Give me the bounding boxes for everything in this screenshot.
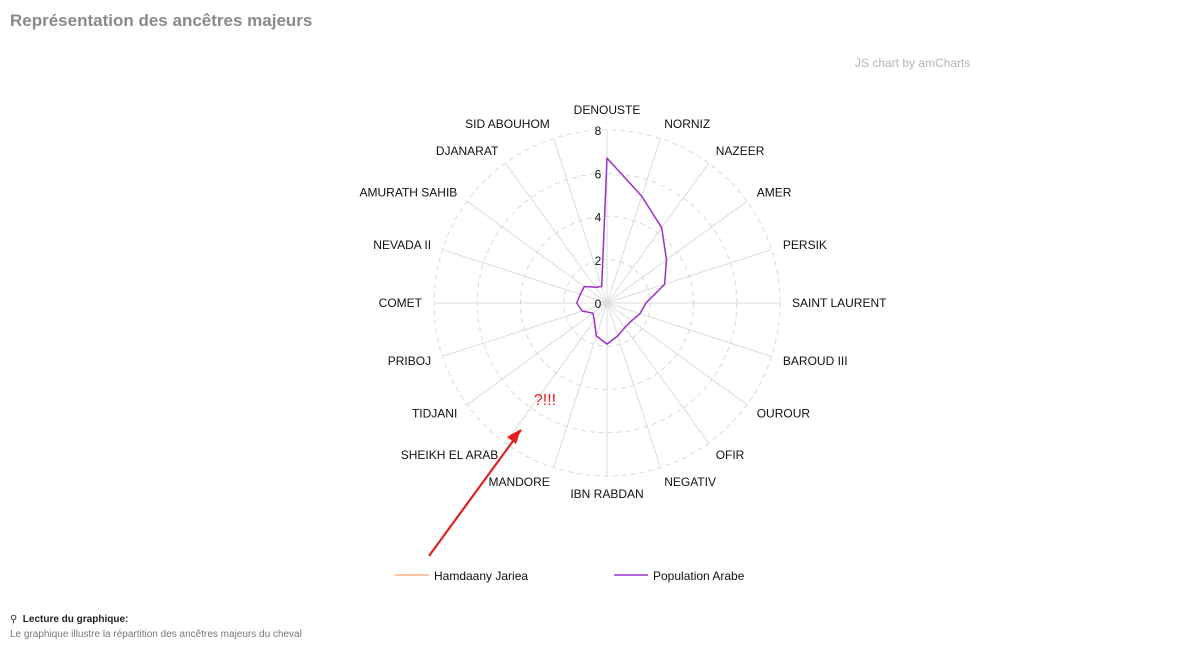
category-label: SHEIKH EL ARAB [401,448,499,462]
grid-spoke [466,200,608,304]
category-label: NEGATIV [664,475,716,489]
category-label: AMER [757,186,792,200]
category-label: MANDORE [488,475,549,489]
grid-spoke [442,249,608,304]
category-label: NAZEER [716,144,765,158]
grid-spoke [606,138,661,304]
legend-item[interactable]: Population Arabe [614,569,745,583]
grid-spoke [606,302,710,444]
radial-tick-label: 6 [595,167,602,181]
lecture-heading: ⚲ Lecture du graphique: [10,614,128,625]
radial-tick-label: 4 [595,211,602,225]
chart-credit-link[interactable]: JS chart by amCharts [855,56,971,70]
grid-spoke [606,249,772,304]
category-label: DENOUSTE [574,103,641,117]
category-label: OFIR [716,448,745,462]
lightbulb-icon: ⚲ [10,614,18,625]
category-label: PERSIK [783,238,827,252]
legend-label: Population Arabe [653,569,745,583]
grid-spoke [442,302,608,357]
grid-spoke [504,302,608,444]
annotation-arrowhead [507,429,521,444]
grid-spoke [606,162,710,304]
grid-spoke [553,302,608,468]
grid-spoke [553,138,608,304]
annotation-arrow [428,429,522,557]
category-label: BAROUD III [783,354,848,368]
radial-tick-label: 0 [595,297,602,311]
page-title: Représentation des ancêtres majeurs [10,11,313,30]
category-label: TIDJANI [412,407,457,421]
category-label: NORNIZ [664,117,710,131]
legend-item[interactable]: Hamdaany Jariea [395,569,528,583]
grid-spoke [504,162,608,304]
grid-spoke [606,302,748,406]
lecture-title: Lecture du graphique: [22,614,129,625]
grid-spoke [606,200,748,304]
legend-label: Hamdaany Jariea [434,569,528,583]
grid-spoke [606,302,772,357]
series-line[interactable] [575,157,668,345]
radial-tick-label: 2 [595,254,602,268]
lecture-text: Le graphique illustre la répartition des… [10,629,302,640]
grid-spoke [466,302,608,406]
category-label: SAINT LAURENT [792,296,887,310]
category-label: IBN RABDAN [570,487,643,501]
category-label: OUROUR [757,407,811,421]
category-label: DJANARAT [436,144,499,158]
annotation-text: ?!!! [534,392,556,409]
category-label: SID ABOUHOM [465,117,550,131]
radar-chart: DENOUSTE NORNIZ NAZEER AMER PERSIK SAINT LAUR… [360,103,888,583]
category-label: NEVADA II [373,238,431,252]
category-label: AMURATH SAHIB [360,186,458,200]
radial-tick-label: 8 [595,124,602,138]
grid-spoke [606,302,661,468]
category-label: PRIBOJ [388,354,431,368]
category-label: COMET [379,296,423,310]
